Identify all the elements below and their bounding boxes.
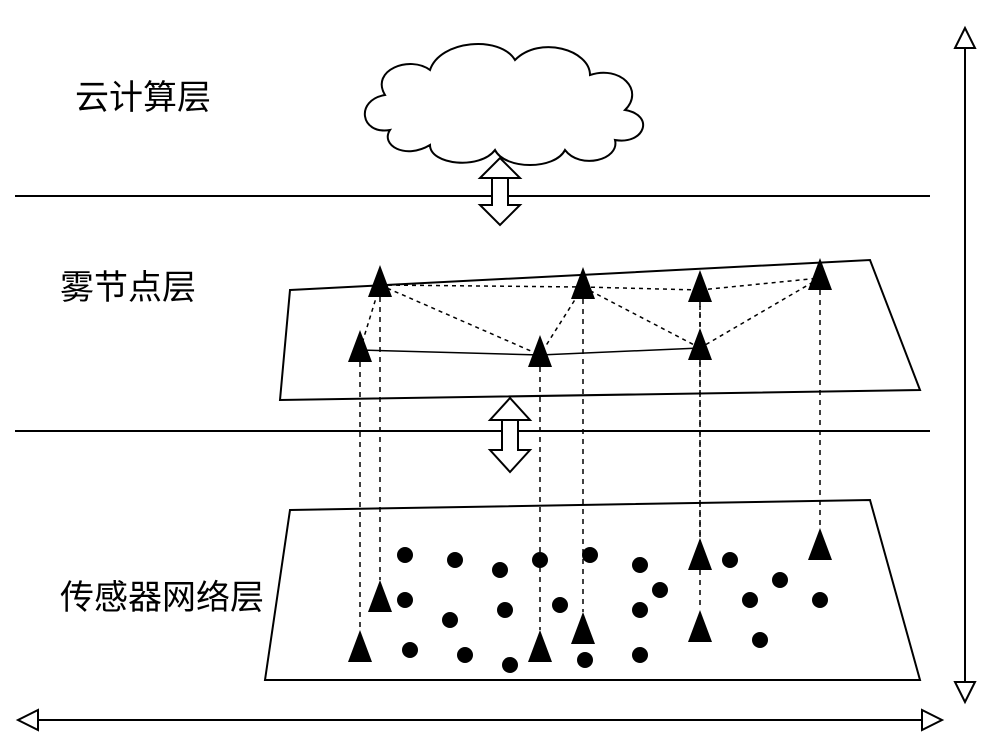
diagram-svg — [0, 0, 1000, 743]
fog-edges-solid — [360, 348, 700, 355]
diagram-canvas: 云计算层 雾节点层 传感器网络层 — [0, 0, 1000, 743]
arrow-cloud-fog — [480, 158, 520, 225]
cloud-shape — [365, 44, 643, 165]
sensor-dots — [397, 547, 828, 673]
arrow-horizontal-bottom — [18, 710, 942, 730]
arrow-vertical-right — [955, 28, 975, 702]
arrow-fog-sensor — [490, 398, 530, 472]
projection-lines — [360, 290, 820, 630]
